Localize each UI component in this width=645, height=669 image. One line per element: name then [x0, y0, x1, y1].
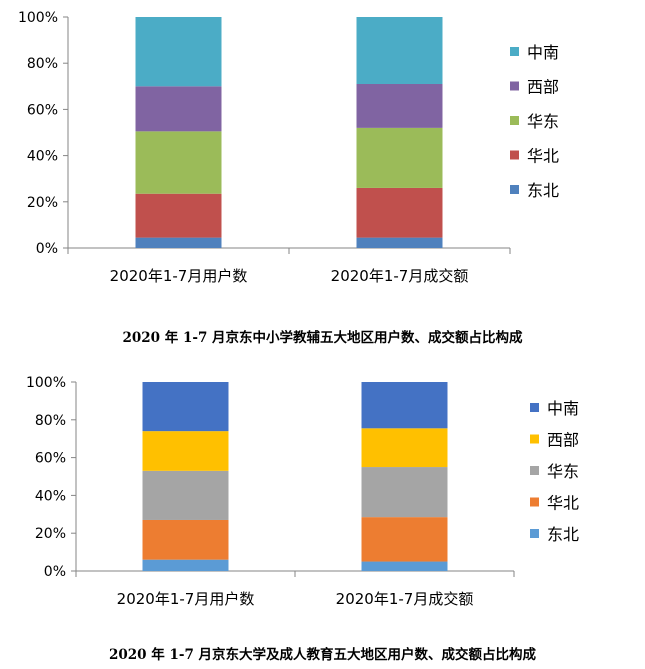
chart2-bar-segment	[361, 382, 448, 429]
chart2-legend-swatch	[530, 434, 539, 444]
chart2-legend-swatch	[530, 466, 539, 475]
chart1-y-tick-label: 0%	[36, 241, 58, 257]
chart2-y-tick-label: 0%	[44, 564, 66, 580]
chart1-legend-swatch	[510, 150, 519, 160]
chart1-bar-segment	[356, 127, 443, 188]
chart2-bar-segment	[361, 517, 448, 562]
chart1-bar-segment	[356, 83, 443, 128]
chart1-y-tick-label: 100%	[18, 10, 58, 26]
chart1-y-tick-label: 60%	[27, 102, 58, 118]
chart-k12-region-share: 0% 20% 40% 60% 80% 100% 2020年1-7月用户数 2020年1-7月成…	[0, 0, 645, 300]
chart1-bar-segment	[135, 237, 222, 248]
chart2-legend-label: 东北	[547, 525, 579, 544]
chart1-legend-label: 华东	[527, 112, 559, 131]
chart2-y-tick-label: 20%	[35, 526, 66, 542]
chart2-legend-swatch	[530, 497, 539, 507]
chart1-legend-label: 中南	[527, 43, 559, 62]
chart2-legend-label: 西部	[547, 431, 579, 450]
chart1-y-tick-label: 20%	[27, 195, 58, 211]
chart-higher-ed-region-share: 0% 20% 40% 60% 80% 100% 2020年1-7月用户数 2020年1-7月成…	[0, 362, 645, 622]
chart1-bar-segment	[135, 131, 222, 194]
chart1-legend-swatch	[510, 185, 519, 194]
chart2-bar-segment	[142, 382, 229, 432]
chart1-bar-segment	[356, 17, 443, 84]
chart2-bar-segment	[142, 470, 229, 520]
chart2-x-tick-label: 2020年1-7月成交额	[336, 590, 474, 608]
chart1-legend-swatch	[510, 47, 519, 56]
chart1-bar-segment	[135, 193, 222, 238]
chart2-legend-label: 华东	[547, 462, 579, 481]
chart2-legend-swatch	[530, 403, 539, 412]
chart1-y-tick-label: 80%	[27, 56, 58, 72]
chart1-x-tick-label: 2020年1-7月用户数	[110, 267, 248, 285]
chart1-bar-segment	[135, 86, 222, 132]
chart1-bar-segment	[356, 187, 443, 238]
chart-k12-title: 2020 年 1-7 月京东中小学教辅五大地区用户数、成交额占比构成	[122, 330, 523, 346]
chart2-y-tick-label: 40%	[35, 488, 66, 504]
chart2-bar-segment	[361, 561, 448, 571]
chart2-legend-label: 中南	[547, 399, 579, 418]
chart1-legend-label: 东北	[527, 181, 559, 200]
chart2-x-tick-label: 2020年1-7月用户数	[117, 590, 255, 608]
chart2-bar-segment	[142, 431, 229, 471]
chart1-bar-segment	[135, 17, 222, 87]
chart1-legend-swatch	[510, 81, 519, 91]
chart2-y-tick-label: 60%	[35, 451, 66, 467]
chart2-bar-segment	[361, 428, 448, 468]
chart1-legend-label: 华北	[527, 147, 559, 166]
chart-higher-ed-svg: 0% 20% 40% 60% 80% 100% 2020年1-7月用户数 2020年1-7月成…	[26, 375, 579, 608]
chart1-legend-label: 西部	[527, 78, 559, 97]
chart1-y-tick-label: 40%	[27, 149, 58, 165]
chart2-y-tick-label: 100%	[26, 375, 66, 391]
chart1-x-tick-label: 2020年1-7月成交额	[331, 267, 469, 285]
chart2-y-tick-label: 80%	[35, 413, 66, 429]
chart2-bar-segment	[142, 559, 229, 571]
chart2-bar-segment	[142, 519, 229, 560]
chart-k12-svg: 0% 20% 40% 60% 80% 100% 2020年1-7月用户数 2020年1-7月成…	[18, 10, 559, 285]
chart1-bar-segment	[356, 237, 443, 248]
chart1-legend-swatch	[510, 116, 519, 125]
chart2-bar-segment	[361, 467, 448, 518]
chart2-legend-label: 华北	[547, 494, 579, 513]
chart-higher-ed-title: 2020 年 1-7 月京东大学及成人教育五大地区用户数、成交额占比构成	[108, 647, 537, 663]
chart2-legend-swatch	[530, 529, 539, 538]
